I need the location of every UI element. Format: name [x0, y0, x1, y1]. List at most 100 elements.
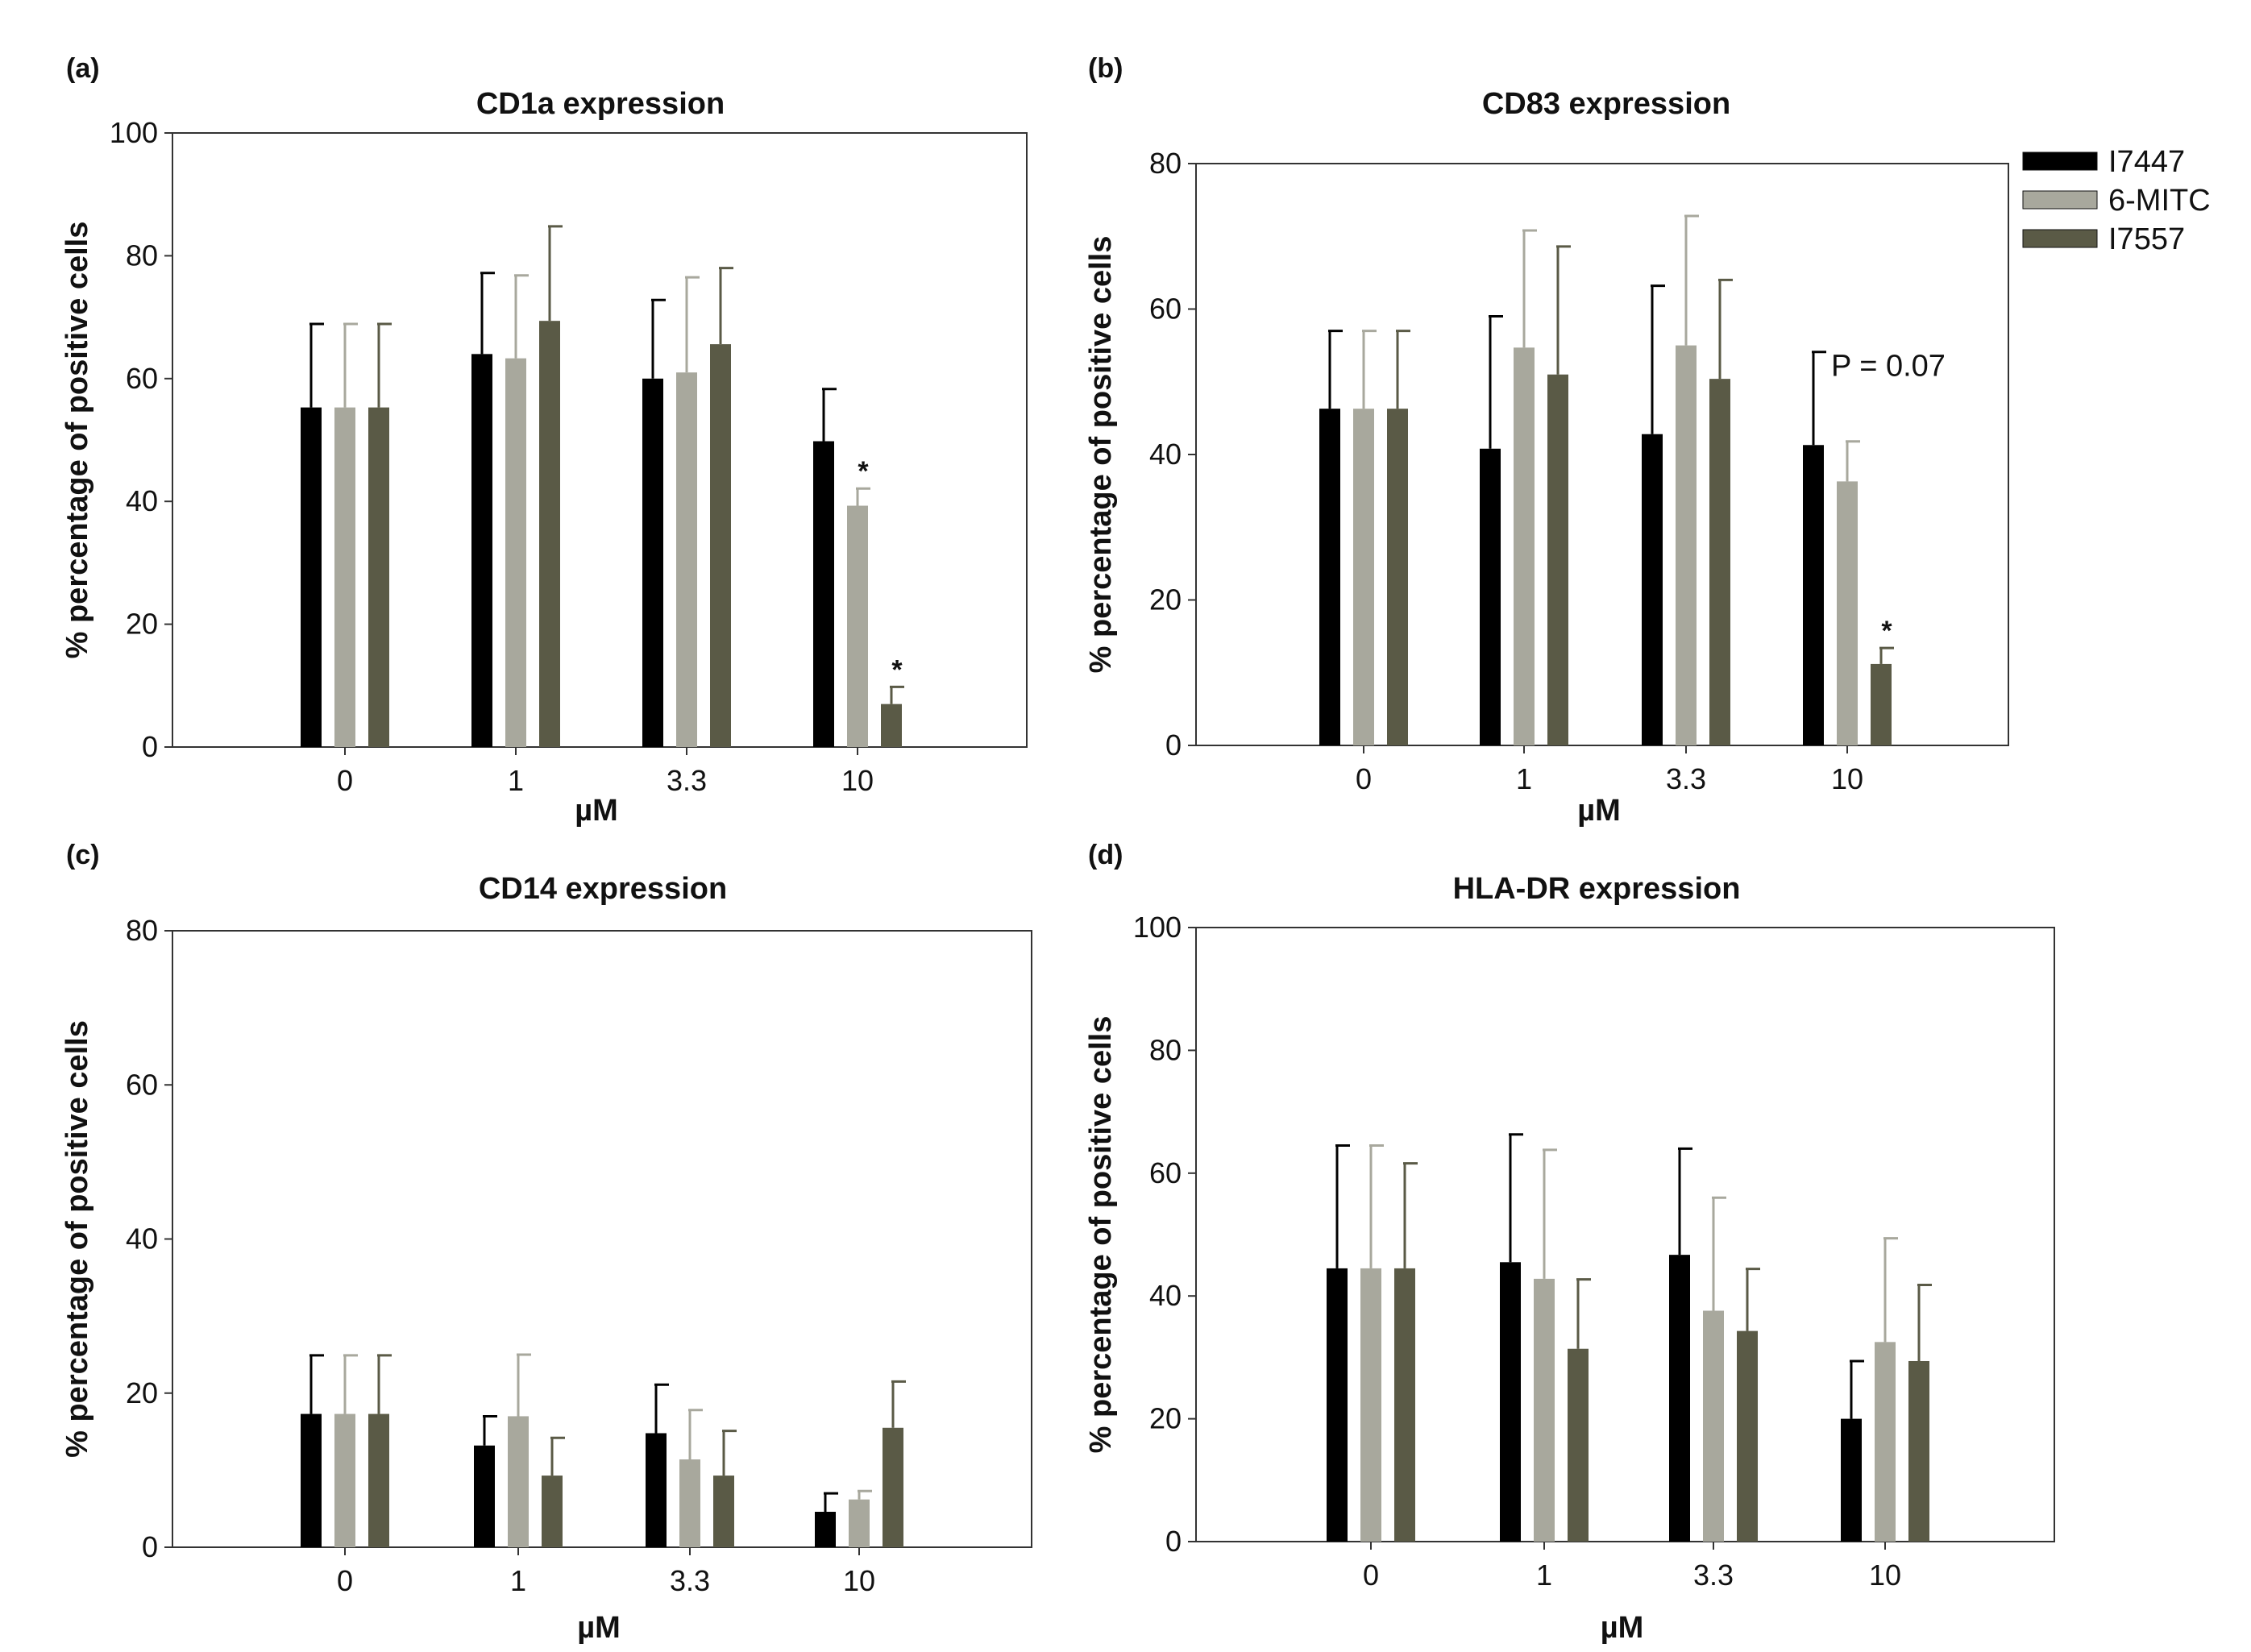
x-tick-label: 0	[1356, 762, 1372, 795]
y-tick-label: 80	[126, 914, 158, 947]
x-tick-label: 0	[1363, 1559, 1379, 1592]
chart-title: CD83 expression	[1482, 87, 1730, 121]
bar	[1387, 409, 1408, 745]
y-tick-label: 0	[142, 1530, 158, 1563]
bar	[710, 344, 731, 747]
bar	[368, 407, 389, 747]
x-axis-label: µM	[1601, 1611, 1644, 1645]
x-tick-label: 3.3	[1693, 1559, 1734, 1592]
y-axis-label: % percentage of positive cells	[1084, 236, 1118, 674]
bar	[1837, 481, 1858, 745]
y-tick-label: 40	[126, 484, 158, 517]
x-tick-label: 1	[1516, 762, 1532, 795]
panel-label: (a)	[66, 53, 100, 84]
y-tick-label: 0	[1165, 728, 1182, 762]
y-tick-label: 20	[126, 608, 158, 641]
plot-frame	[1195, 927, 2055, 1542]
y-tick-label: 40	[1149, 438, 1182, 471]
chart-title: CD14 expression	[479, 872, 727, 906]
x-tick-label: 0	[337, 1564, 353, 1597]
bar	[1360, 1268, 1381, 1542]
y-tick-label: 0	[142, 730, 158, 763]
y-tick-label: 60	[1149, 1156, 1182, 1189]
bar	[368, 1413, 389, 1547]
legend-swatch	[2022, 229, 2098, 248]
legend-label: I7557	[2108, 222, 2185, 256]
panel-label: (b)	[1088, 53, 1123, 84]
y-tick-label: 40	[1149, 1279, 1182, 1312]
y-tick-label: 80	[1149, 147, 1182, 180]
bar	[1534, 1278, 1555, 1542]
bar	[1737, 1330, 1758, 1542]
x-tick-label: 0	[337, 764, 353, 797]
y-tick-label: 20	[1149, 1402, 1182, 1435]
bar	[679, 1459, 700, 1547]
p-value-annotation: P = 0.07	[1831, 350, 1946, 384]
y-tick-label: 40	[126, 1222, 158, 1256]
x-tick-label: 1	[1536, 1559, 1552, 1592]
bar	[1709, 379, 1730, 745]
chart-title: CD1a expression	[476, 87, 725, 121]
bar	[334, 407, 355, 747]
bar	[1676, 345, 1697, 745]
bar	[505, 358, 526, 747]
chart-panel-2: (b) CD83 expression 0 20 40 60 80 0 1 3.3 10 µM % pe…	[1084, 53, 2009, 828]
plot-frame	[1195, 163, 2009, 746]
y-tick-label: 60	[126, 1068, 158, 1101]
bar	[646, 1433, 667, 1547]
legend-label: 6-MITC	[2108, 184, 2211, 218]
x-tick-label: 10	[1869, 1559, 1901, 1592]
x-tick-label: 3.3	[667, 764, 707, 797]
bar	[849, 1499, 870, 1547]
x-axis-label: µM	[1577, 794, 1621, 828]
bar	[1394, 1268, 1415, 1542]
bar	[471, 354, 492, 747]
bar	[815, 1512, 836, 1547]
significance-marker: *	[858, 456, 869, 487]
bar	[301, 407, 322, 747]
x-axis-label: µM	[575, 794, 618, 828]
bar	[1353, 409, 1374, 745]
bar	[1841, 1418, 1862, 1542]
bar	[1319, 409, 1340, 745]
bar	[642, 378, 663, 747]
bar	[1875, 1342, 1896, 1542]
x-tick-label: 1	[510, 1564, 526, 1597]
y-axis-label: % percentage of positive cells	[60, 1020, 94, 1458]
y-tick-label: 20	[1149, 583, 1182, 616]
x-tick-label: 10	[1831, 762, 1863, 795]
x-axis-label: µM	[577, 1611, 621, 1645]
bar	[847, 505, 868, 747]
bar	[334, 1413, 355, 1547]
bar	[474, 1445, 495, 1547]
panel-label: (c)	[66, 840, 100, 870]
x-tick-label: 3.3	[1666, 762, 1706, 795]
bar	[883, 1427, 903, 1547]
y-tick-label: 100	[110, 116, 158, 149]
x-tick-label: 10	[843, 1564, 875, 1597]
x-tick-label: 3.3	[670, 1564, 710, 1597]
bar	[676, 372, 697, 747]
chart-panel-1: (a) CD1a expression 0 20 40 60 80 100 0 1 3.3 10 µM%…	[60, 53, 1028, 828]
legend-label: I7447	[2108, 145, 2185, 179]
bar	[1547, 374, 1568, 745]
bar	[1703, 1310, 1724, 1542]
y-axis-label: % percentage of positive cells	[60, 222, 94, 659]
bar	[881, 704, 902, 747]
bar	[508, 1416, 529, 1547]
y-tick-label: 80	[126, 239, 158, 272]
bar	[301, 1413, 322, 1547]
significance-marker: *	[1881, 616, 1892, 646]
y-tick-label: 100	[1133, 911, 1182, 944]
bar	[539, 321, 560, 747]
legend: I7447 6-MITC I7557	[2022, 145, 2211, 256]
x-tick-label: 10	[841, 764, 874, 797]
panel-label: (d)	[1088, 840, 1123, 870]
x-tick-label: 1	[508, 764, 524, 797]
bar	[1669, 1255, 1690, 1542]
y-tick-label: 0	[1165, 1525, 1182, 1558]
bar	[1642, 434, 1663, 745]
bar	[1568, 1348, 1589, 1542]
bar	[1803, 445, 1824, 745]
